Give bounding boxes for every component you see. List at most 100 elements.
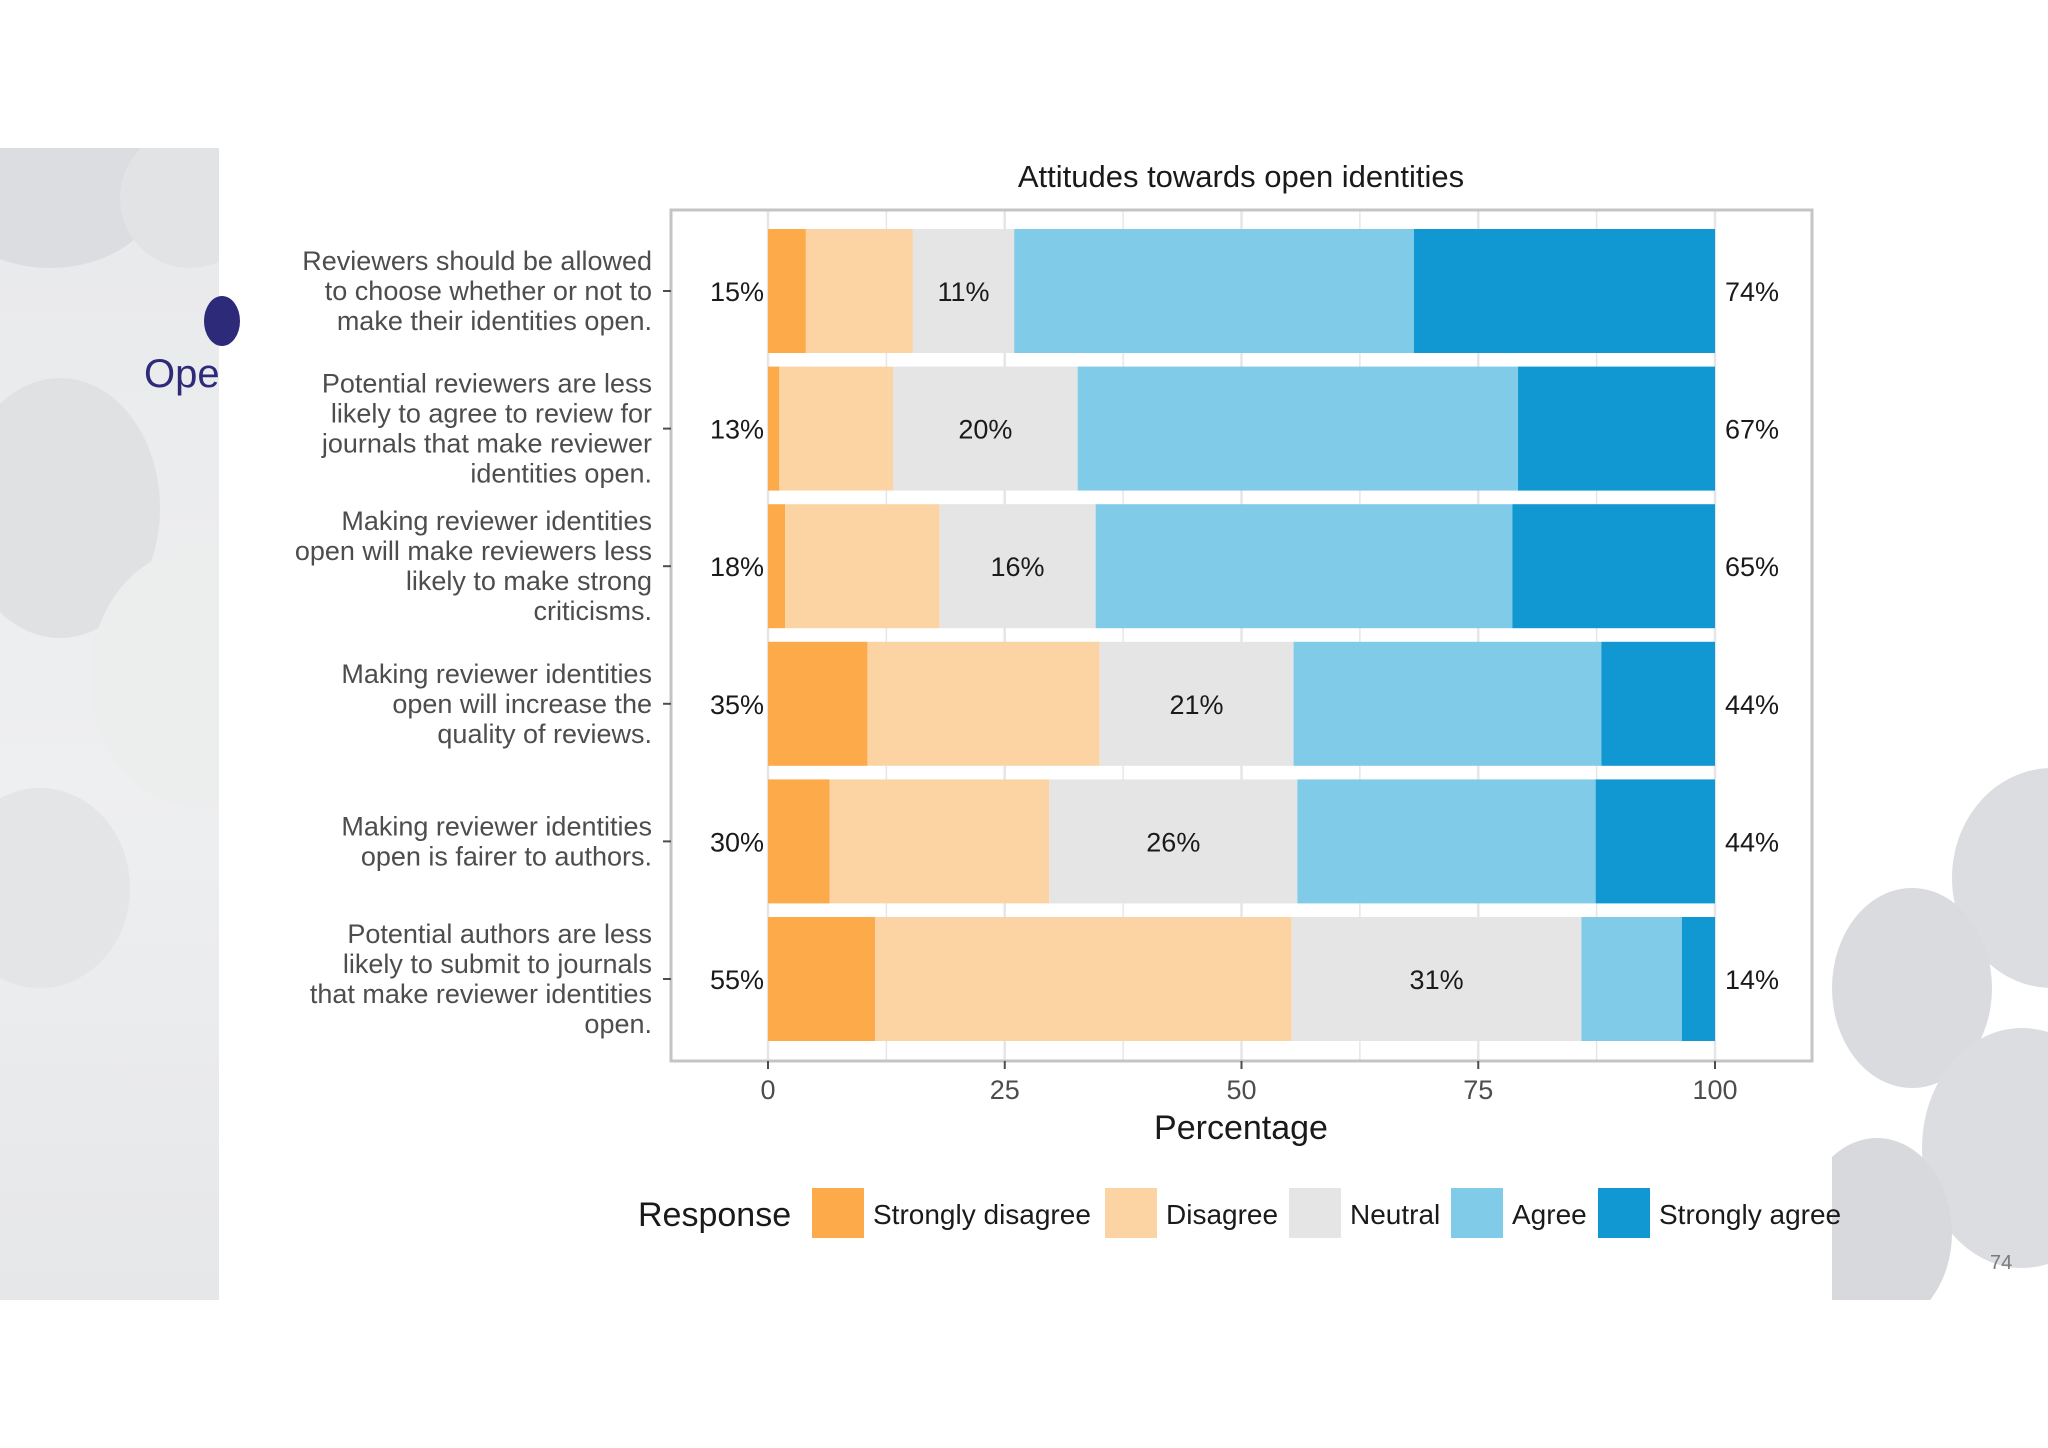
x-axis-ticks: 0 25 50 75 100 bbox=[760, 1061, 1738, 1105]
bar-segment-disagree bbox=[829, 779, 1050, 904]
bar-segment-strongly-disagree bbox=[768, 229, 806, 353]
category-label-line: Potential reviewers are less bbox=[322, 369, 652, 399]
category-label-line: open will make reviewers less bbox=[295, 536, 652, 566]
bar-segment-agree bbox=[1293, 641, 1602, 766]
bar-segment-neutral bbox=[893, 366, 1078, 491]
label-positive: 44% bbox=[1725, 827, 1779, 857]
category-label: Making reviewer identities open is fairer… bbox=[341, 811, 652, 871]
x-tick-label: 100 bbox=[1692, 1075, 1737, 1105]
label-positive: 14% bbox=[1725, 965, 1779, 995]
bar-segment-strongly-disagree bbox=[768, 641, 868, 766]
category-label-line: journals that make reviewer bbox=[321, 429, 652, 459]
category-label-line: Potential authors are less bbox=[347, 919, 652, 949]
legend-label: Strongly agree bbox=[1659, 1199, 1841, 1230]
x-tick-label: 0 bbox=[760, 1075, 775, 1105]
legend-key-disagree bbox=[1105, 1188, 1157, 1238]
bar-segment-strongly-agree bbox=[1681, 917, 1715, 1041]
category-labels: Reviewers should be allowed to choose whe… bbox=[295, 246, 671, 1039]
label-positive: 65% bbox=[1725, 552, 1779, 582]
x-tick-label: 75 bbox=[1463, 1075, 1493, 1105]
bar-segment-strongly-disagree bbox=[768, 504, 786, 629]
bar-segment-agree bbox=[1297, 779, 1596, 904]
bar-segment-neutral bbox=[1291, 917, 1582, 1041]
category-label-line: open. bbox=[584, 1009, 652, 1039]
bar-segment-neutral bbox=[1049, 779, 1298, 904]
label-positive: 74% bbox=[1725, 277, 1779, 307]
legend-key-strongly-disagree bbox=[812, 1188, 864, 1238]
category-label: Potential reviewers are less likely to ag… bbox=[321, 369, 652, 489]
label-neutral: 16% bbox=[991, 552, 1045, 582]
label-neutral: 26% bbox=[1146, 827, 1200, 857]
bar-segment-agree bbox=[1095, 504, 1513, 629]
category-label-line: likely to agree to review for bbox=[331, 399, 652, 429]
bar-segment-strongly-agree bbox=[1512, 504, 1715, 629]
bar-segment-strongly-agree bbox=[1413, 229, 1715, 353]
label-negative: 13% bbox=[710, 415, 764, 445]
category-label-line: identities open. bbox=[470, 459, 652, 489]
category-label-line: likely to submit to journals bbox=[343, 949, 652, 979]
category-label-line: Reviewers should be allowed bbox=[302, 246, 652, 276]
label-neutral: 21% bbox=[1169, 690, 1223, 720]
legend-label: Agree bbox=[1512, 1199, 1587, 1230]
category-label: Reviewers should be allowed to choose whe… bbox=[302, 246, 652, 336]
bar-segment-strongly-disagree bbox=[768, 779, 830, 904]
bar-segment-disagree bbox=[867, 641, 1100, 766]
legend-label: Disagree bbox=[1166, 1199, 1278, 1230]
bar-segment-agree bbox=[1077, 366, 1519, 491]
bar-segment-neutral bbox=[939, 504, 1096, 629]
x-tick-label: 25 bbox=[990, 1075, 1020, 1105]
category-label: Making reviewer identities open will make… bbox=[295, 506, 652, 626]
bar-segment-neutral bbox=[1099, 641, 1294, 766]
label-positive: 67% bbox=[1725, 415, 1779, 445]
label-negative: 15% bbox=[710, 277, 764, 307]
label-neutral: 20% bbox=[958, 415, 1012, 445]
bar-segment-strongly-disagree bbox=[768, 366, 780, 491]
x-tick-label: 50 bbox=[1226, 1075, 1256, 1105]
label-neutral: 31% bbox=[1410, 965, 1464, 995]
legend-title: Response bbox=[638, 1196, 791, 1234]
label-negative: 30% bbox=[710, 827, 764, 857]
chart-title: Attitudes towards open identities bbox=[1018, 159, 1464, 194]
left-decor-panel bbox=[0, 148, 219, 1300]
logo-text: Ope bbox=[144, 352, 220, 396]
category-label-line: criticisms. bbox=[534, 596, 652, 626]
value-labels: 15% 11% 74% 13% 20% 67% 18% 16% 65% 35% 21% 44% 30% 2… bbox=[710, 277, 1779, 995]
category-label: Potential authors are less likely to subm… bbox=[310, 919, 652, 1039]
bar-segment-agree bbox=[1014, 229, 1414, 353]
bar-segment-strongly-agree bbox=[1595, 779, 1715, 904]
bar-segment-agree bbox=[1581, 917, 1682, 1041]
label-positive: 44% bbox=[1725, 690, 1779, 720]
label-neutral: 11% bbox=[938, 277, 990, 307]
bar-segment-strongly-disagree bbox=[768, 917, 876, 1041]
x-axis-title: Percentage bbox=[1154, 1109, 1328, 1147]
legend-label: Strongly disagree bbox=[873, 1199, 1091, 1230]
label-negative: 35% bbox=[710, 690, 764, 720]
category-label-line: to choose whether or not to bbox=[325, 276, 652, 306]
bar-segment-disagree bbox=[875, 917, 1292, 1041]
category-label-line: quality of reviews. bbox=[437, 719, 652, 749]
bar-segment-disagree bbox=[779, 366, 894, 491]
right-decor-panel bbox=[1832, 148, 2048, 1300]
category-label: Making reviewer identities open will incr… bbox=[341, 659, 652, 749]
bar-segment-disagree bbox=[805, 229, 913, 353]
logo-mark bbox=[204, 296, 240, 346]
category-label-line: likely to make strong bbox=[406, 566, 652, 596]
page-number: 74 bbox=[1990, 1252, 2013, 1274]
label-negative: 18% bbox=[710, 552, 764, 582]
legend-key-neutral bbox=[1289, 1188, 1341, 1238]
legend-key-strongly-agree bbox=[1598, 1188, 1650, 1238]
category-label-line: Making reviewer identities bbox=[341, 811, 652, 841]
bars bbox=[768, 229, 1715, 1041]
legend-key-agree bbox=[1451, 1188, 1503, 1238]
category-label-line: open is fairer to authors. bbox=[361, 841, 652, 871]
legend: Response Strongly disagree Disagree Neutral… bbox=[638, 1188, 1841, 1238]
category-label-line: that make reviewer identities bbox=[310, 979, 652, 1009]
bar-segment-strongly-agree bbox=[1518, 366, 1715, 491]
category-label-line: open will increase the bbox=[392, 689, 652, 719]
bar-segment-strongly-agree bbox=[1601, 641, 1715, 766]
bar-segment-disagree bbox=[785, 504, 940, 629]
label-negative: 55% bbox=[710, 965, 764, 995]
category-label-line: Making reviewer identities bbox=[341, 659, 652, 689]
category-label-line: Making reviewer identities bbox=[341, 506, 652, 536]
